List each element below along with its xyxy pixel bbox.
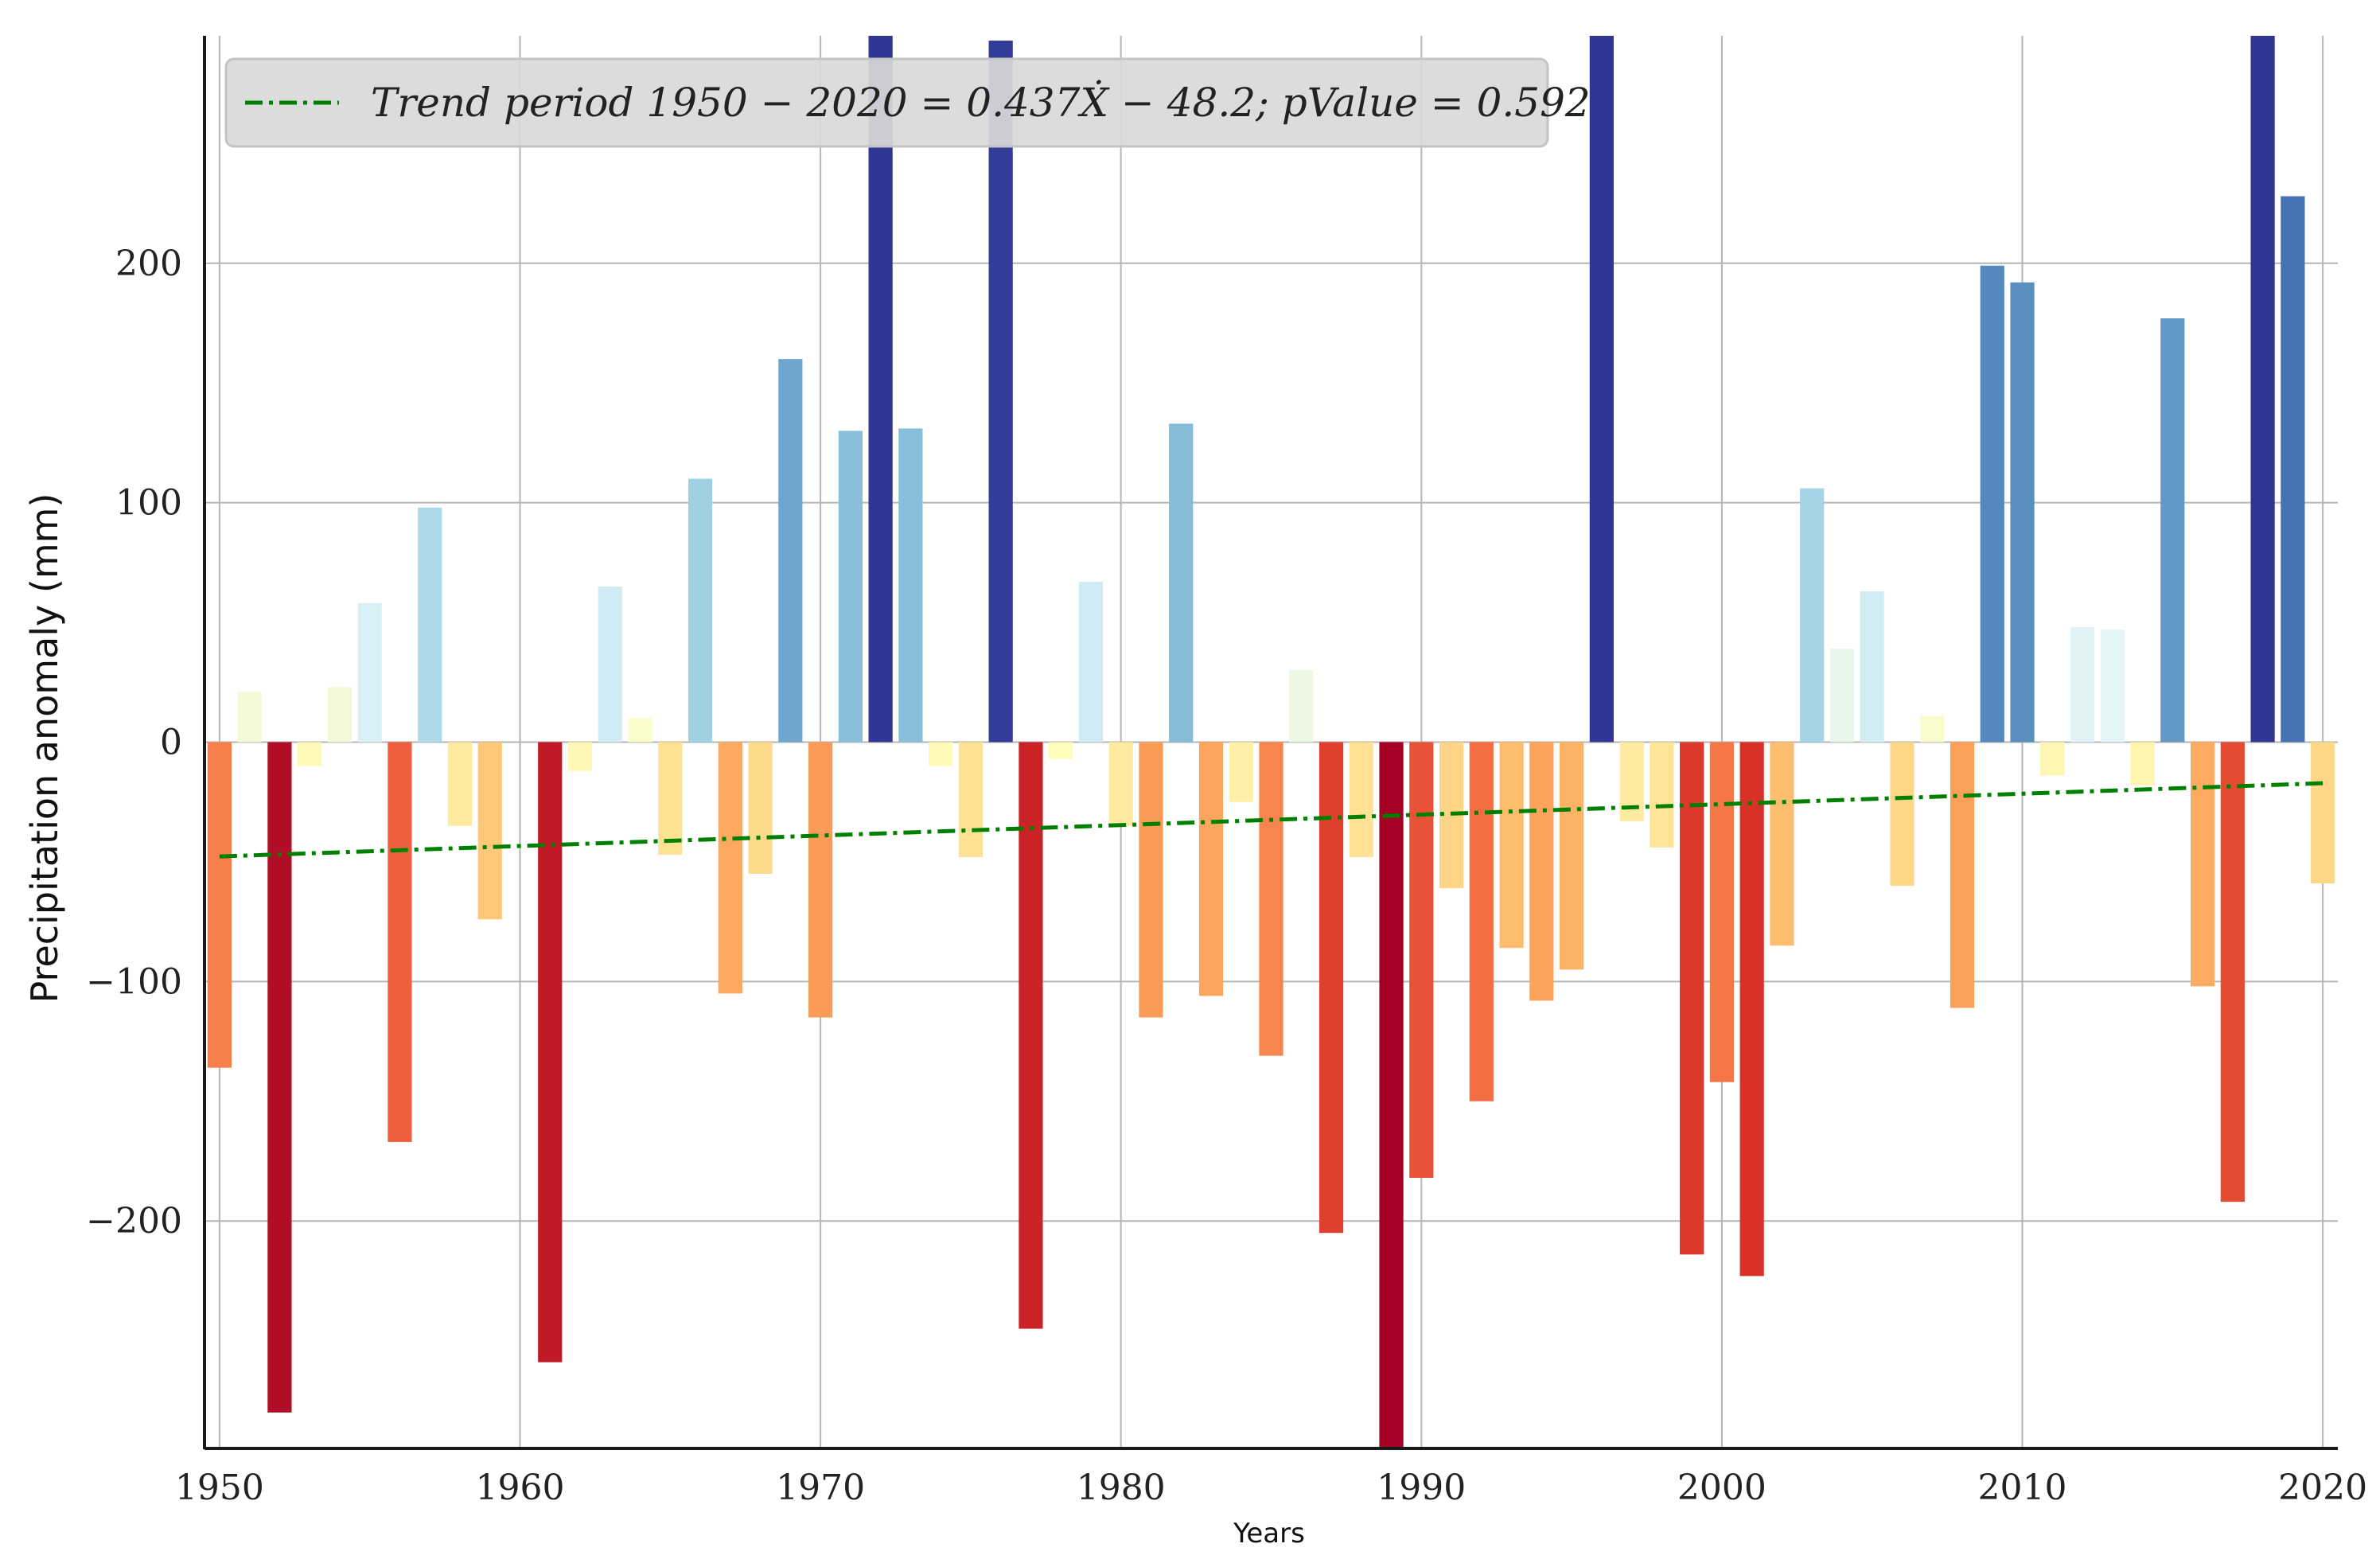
bar-1972 bbox=[868, 36, 893, 743]
bar-2010 bbox=[2010, 282, 2035, 743]
bar-1959 bbox=[477, 742, 502, 920]
bar-2020 bbox=[2311, 742, 2335, 883]
bar-1971 bbox=[838, 431, 863, 743]
legend-label: Trend period 1950 − 2020 = 0.437Ẋ − 48.2… bbox=[371, 79, 1591, 126]
y-tick-label-0: 0 bbox=[160, 723, 182, 763]
bar-1980 bbox=[1108, 742, 1133, 826]
bar-1950 bbox=[207, 742, 232, 1068]
bar-2007 bbox=[1920, 715, 1945, 743]
trend-line bbox=[219, 781, 2324, 859]
bar-1993 bbox=[1499, 742, 1524, 949]
bar-2012 bbox=[2070, 627, 2095, 743]
bar-1974 bbox=[929, 742, 953, 766]
bar-1984 bbox=[1229, 742, 1253, 802]
bar-2002 bbox=[1770, 742, 1794, 946]
bar-1975 bbox=[958, 742, 983, 857]
bar-2001 bbox=[1739, 742, 1764, 1277]
bar-1955 bbox=[357, 603, 382, 743]
x-tick-label-1950: 1950 bbox=[175, 1468, 264, 1508]
bar-2004 bbox=[1829, 649, 1855, 743]
axes bbox=[203, 36, 2338, 1450]
bar-1999 bbox=[1680, 742, 1704, 1255]
bar-1989 bbox=[1379, 742, 1404, 1448]
bar-1964 bbox=[628, 718, 652, 743]
bar-2017 bbox=[2220, 742, 2245, 1203]
legend-box bbox=[224, 57, 1549, 148]
x-tick-label-1970: 1970 bbox=[776, 1468, 865, 1508]
bar-2016 bbox=[2190, 742, 2215, 987]
bar-2006 bbox=[1890, 742, 1915, 887]
bar-1966 bbox=[688, 478, 713, 743]
x-tick-label-1980: 1980 bbox=[1077, 1468, 1166, 1508]
bar-1951 bbox=[237, 692, 262, 743]
bar-2008 bbox=[1950, 742, 1975, 1008]
bar-1956 bbox=[388, 742, 412, 1142]
y-tick-label--100: −100 bbox=[86, 961, 182, 1002]
bar-1957 bbox=[418, 507, 442, 743]
bar-2019 bbox=[2281, 196, 2305, 743]
bar-1965 bbox=[658, 742, 683, 855]
bar-1952 bbox=[267, 742, 292, 1413]
bars bbox=[207, 36, 2335, 1448]
x-tick-label-2020: 2020 bbox=[2278, 1468, 2367, 1508]
bar-1969 bbox=[778, 359, 803, 743]
bar-2015 bbox=[2160, 318, 2185, 743]
bar-1995 bbox=[1560, 742, 1584, 970]
bar-1967 bbox=[718, 742, 742, 994]
legend: Trend period 1950 − 2020 = 0.437Ẋ − 48.2… bbox=[224, 57, 1591, 148]
bar-1983 bbox=[1198, 742, 1224, 996]
tick-labels: 1950 1960 1970 1980 1990 2000 2010 2020−200−100… bbox=[86, 244, 2367, 1508]
bar-1992 bbox=[1469, 742, 1494, 1101]
y-tick-label-200: 200 bbox=[115, 244, 182, 284]
trend-line-group bbox=[219, 781, 2324, 859]
bar-2018 bbox=[2250, 36, 2275, 743]
bar-1985 bbox=[1259, 742, 1283, 1056]
bar-1986 bbox=[1289, 670, 1314, 743]
y-tick-label-100: 100 bbox=[115, 483, 182, 524]
bar-1954 bbox=[327, 687, 353, 743]
x-axis-title: Years bbox=[1233, 1518, 1305, 1549]
bar-1953 bbox=[298, 742, 322, 766]
x-tick-label-1990: 1990 bbox=[1377, 1468, 1466, 1508]
bar-2005 bbox=[1860, 591, 1884, 743]
bar-1998 bbox=[1650, 742, 1674, 848]
bar-2013 bbox=[2100, 630, 2125, 743]
bar-1973 bbox=[898, 428, 923, 743]
x-tick-label-2000: 2000 bbox=[1677, 1468, 1766, 1508]
bar-1996 bbox=[1589, 36, 1614, 743]
bar-2003 bbox=[1800, 488, 1825, 743]
bar-1958 bbox=[447, 742, 473, 826]
bar-2009 bbox=[1980, 265, 2004, 743]
bar-1979 bbox=[1078, 581, 1104, 743]
bar-1990 bbox=[1409, 742, 1434, 1179]
bar-1994 bbox=[1529, 742, 1554, 1001]
bar-1978 bbox=[1049, 742, 1073, 759]
bar-1988 bbox=[1349, 742, 1373, 857]
bar-1968 bbox=[748, 742, 773, 874]
bar-2011 bbox=[2040, 742, 2065, 776]
y-axis-title: Precipitation anomaly (mm) bbox=[23, 493, 66, 1004]
bar-2014 bbox=[2130, 742, 2155, 785]
bar-1981 bbox=[1139, 742, 1163, 1018]
bar-1961 bbox=[538, 742, 563, 1362]
bar-1970 bbox=[808, 742, 833, 1018]
bar-1982 bbox=[1169, 423, 1194, 743]
bar-1962 bbox=[567, 742, 593, 771]
y-tick-label--200: −200 bbox=[86, 1201, 182, 1242]
bar-1987 bbox=[1319, 742, 1344, 1234]
bar-2000 bbox=[1709, 742, 1735, 1082]
bar-1963 bbox=[598, 586, 622, 743]
x-tick-label-1960: 1960 bbox=[475, 1468, 564, 1508]
bar-1976 bbox=[988, 41, 1013, 743]
bar-1977 bbox=[1019, 742, 1043, 1329]
x-tick-label-2010: 2010 bbox=[1978, 1468, 2067, 1508]
